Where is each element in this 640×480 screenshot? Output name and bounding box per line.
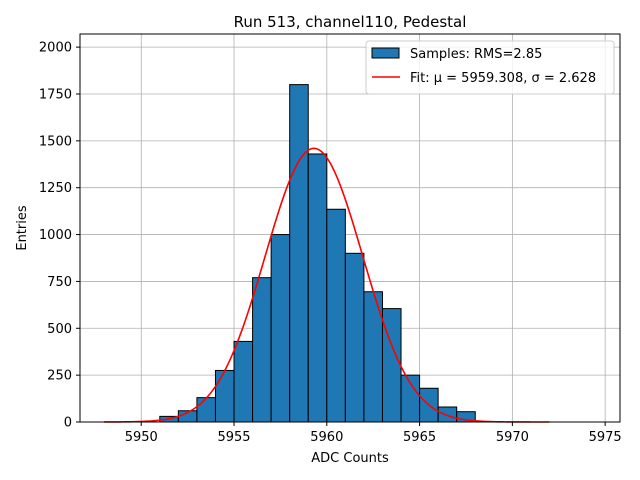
legend-swatch-samples (371, 47, 400, 59)
y-tick-label: 0 (64, 416, 72, 431)
histogram-bar (289, 84, 309, 423)
histogram-bar (214, 369, 235, 423)
x-tick-label: 5955 (217, 430, 250, 445)
y-tick-label: 500 (47, 322, 72, 337)
legend: Samples: RMS=2.85 Fit: μ = 5959.308, σ =… (365, 40, 615, 95)
x-tick-label: 5960 (310, 430, 343, 445)
histogram-bar (437, 406, 458, 423)
y-tick-label: 1750 (39, 87, 72, 102)
histogram-bar (326, 208, 346, 423)
histogram-bar (344, 252, 365, 423)
y-tick-label: 1500 (39, 134, 72, 149)
y-tick-label: 2000 (39, 41, 72, 56)
chart-title: Run 513, channel110, Pedestal (234, 13, 467, 31)
legend-box (365, 40, 615, 95)
x-axis-ticks: 5950 5955 5960 5965 5970 5975 (125, 422, 622, 445)
x-tick-label: 5970 (496, 430, 529, 445)
histogram-bar (307, 153, 328, 423)
x-tick-label: 5975 (589, 430, 622, 445)
y-tick-label: 1000 (39, 228, 72, 243)
fit-curve-layer (104, 147, 550, 423)
legend-label-fit: Fit: μ = 5959.308, σ = 2.628 (410, 71, 596, 86)
y-axis-label: Entries (15, 205, 30, 251)
histogram-bar (270, 234, 291, 423)
y-tick-label: 750 (47, 275, 72, 290)
y-tick-label: 1250 (39, 181, 72, 196)
legend-label-samples: Samples: RMS=2.85 (410, 47, 542, 62)
x-tick-label: 5950 (125, 430, 158, 445)
histogram-bars (159, 84, 476, 423)
plot-area-frame (79, 33, 621, 423)
histogram-bar (252, 277, 272, 423)
fit-curve (104, 147, 550, 423)
y-tick-label: 250 (47, 369, 72, 384)
histogram-bar (233, 340, 254, 423)
x-axis-label: ADC Counts (311, 451, 389, 466)
x-tick-label: 5965 (403, 430, 436, 445)
histogram-bar (196, 397, 216, 423)
y-axis-ticks: 0 250 500 750 1000 1250 1500 1750 2000 (39, 41, 80, 431)
